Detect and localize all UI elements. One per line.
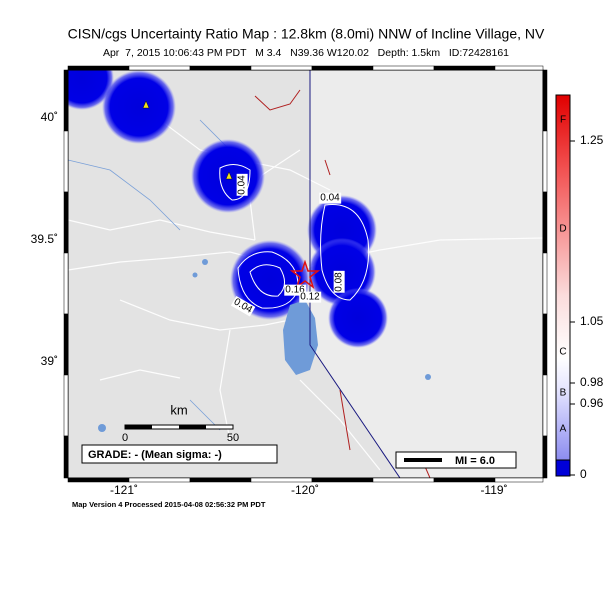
colorbar-tick-label: 1.25 <box>580 133 604 147</box>
scale-end: 50 <box>227 432 239 444</box>
frame-band <box>250 65 313 71</box>
map-title: CISN/cgs Uncertainty Ratio Map : 12.8km … <box>68 26 545 42</box>
colorbar-grade: F <box>560 115 566 126</box>
frame-band <box>433 65 496 71</box>
uncertainty-blob <box>328 288 388 348</box>
contour-label: 0.16 <box>285 285 305 296</box>
colorbar <box>555 94 571 461</box>
map-labels: 40˚39.5˚39˚-121˚ -120˚ -119˚0.040.040.040.… <box>31 110 508 497</box>
contour-label-bg <box>299 291 322 303</box>
epicenter-star <box>289 259 321 289</box>
colorbar-tick-label: 0.98 <box>580 375 604 389</box>
contour-label-bg <box>284 284 307 296</box>
contour-label: 0.04 <box>237 175 248 195</box>
frame-ticks <box>63 65 548 483</box>
frame-band <box>372 477 435 483</box>
frame-band <box>311 477 374 483</box>
latitude-label: 39˚ <box>41 354 58 368</box>
frame-band <box>311 65 374 71</box>
frame-band <box>63 313 69 376</box>
map-subtitle: Apr 7, 2015 10:06:43 PM PDT M 3.4 N39.36… <box>103 47 509 59</box>
contour-label-bg <box>236 173 248 196</box>
longitude-label: -121˚ <box>110 483 138 497</box>
frame-band <box>128 477 191 483</box>
frame-band <box>189 477 252 483</box>
faults <box>254 89 431 478</box>
frame-band <box>433 477 496 483</box>
frame-band <box>63 69 69 132</box>
contour-label-bg <box>333 270 345 293</box>
frame-band <box>250 477 313 483</box>
contour-label: 0.04 <box>320 193 340 204</box>
longitude-label: -119˚ <box>480 483 507 497</box>
scale-start: 0 <box>122 432 128 444</box>
frame-band <box>542 191 548 254</box>
colorbar-grade: C <box>559 347 566 358</box>
longitude-label: -120˚ <box>291 483 319 497</box>
mi-legend-text: MI = 6.0 <box>455 455 495 467</box>
latitude-label: 39.5˚ <box>31 232 58 246</box>
frame-band <box>542 252 548 315</box>
colorbar-grade: A <box>560 424 567 435</box>
frame-band <box>63 252 69 315</box>
uncertainty-blob <box>102 70 176 144</box>
colorbar-grade: B <box>560 388 567 399</box>
contour-label-bg <box>230 295 256 317</box>
frame-band <box>63 435 69 479</box>
frame-band <box>494 65 544 71</box>
frame-band <box>542 374 548 437</box>
lake <box>202 259 208 265</box>
land-nevada <box>310 70 543 478</box>
map-area <box>68 70 543 478</box>
colorbar-tick-label: 1.05 <box>580 314 604 328</box>
frame-band <box>494 477 544 483</box>
lake-tahoe <box>283 300 318 375</box>
lake <box>192 272 198 278</box>
uncertainty-blob <box>68 70 114 110</box>
mi-legend-box <box>395 451 517 469</box>
frame-band <box>67 477 130 483</box>
latitude-label: 40˚ <box>41 110 58 124</box>
frame-band <box>542 313 548 376</box>
frame-band <box>63 130 69 193</box>
colorbar-grade: D <box>559 224 566 235</box>
state-boundary <box>309 70 401 478</box>
grade-box <box>81 444 278 464</box>
frame-band <box>63 191 69 254</box>
colorbar-tick-label: 0.96 <box>580 396 604 410</box>
colorbar-tick-label: 0 <box>580 467 587 481</box>
scale-bar-segment <box>179 425 206 429</box>
colorbar-zero-box <box>555 459 571 477</box>
colorbar-labels: F D C B A 1.25 1.05 0.98 0.96 0 <box>559 115 603 482</box>
contour-label: 0.12 <box>300 292 320 303</box>
grade-text: GRADE: - (Mean sigma: -) <box>88 449 222 461</box>
station <box>142 100 150 109</box>
frame-band <box>542 435 548 479</box>
lake <box>425 374 431 380</box>
frame-band <box>128 65 191 71</box>
station <box>225 171 233 180</box>
frame-band <box>372 65 435 71</box>
footer: Map Version 4 Processed 2015-04-08 02:56… <box>72 500 266 509</box>
scale-unit: km <box>170 402 187 417</box>
contour-label-bg <box>319 192 342 204</box>
frame-band <box>63 374 69 437</box>
contour-label: 0.08 <box>334 272 345 292</box>
frame-band <box>189 65 252 71</box>
frame-band <box>542 130 548 193</box>
frame-band <box>542 69 548 132</box>
frame-band <box>67 65 130 71</box>
scale-bar-segment <box>125 425 152 429</box>
lake <box>98 424 106 432</box>
